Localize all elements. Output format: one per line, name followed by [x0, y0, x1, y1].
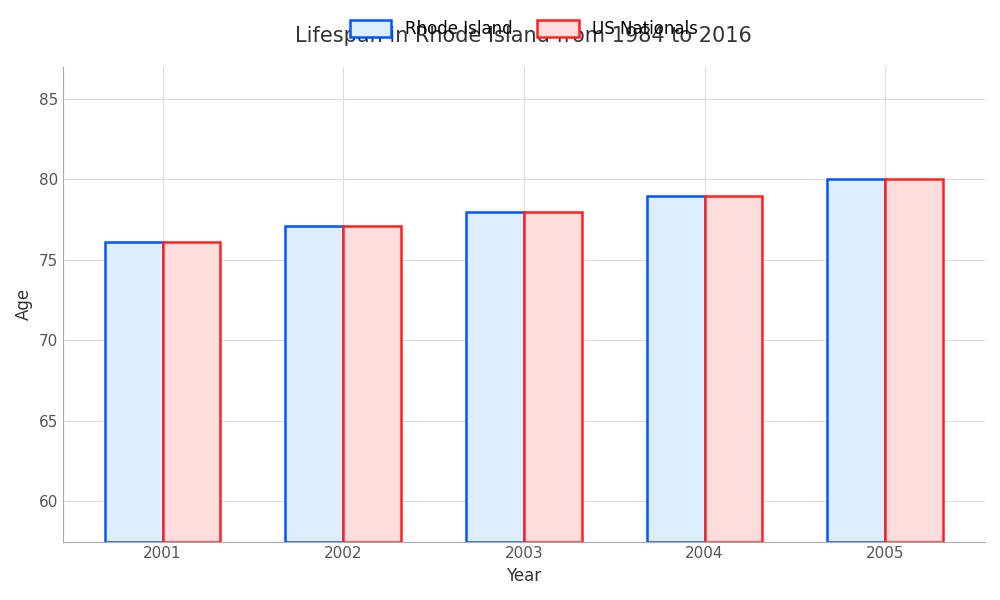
Bar — [466, 212, 524, 542]
Bar — [285, 226, 343, 542]
Bar — [343, 226, 401, 542]
Bar — [827, 179, 885, 542]
Bar — [105, 242, 163, 542]
Bar — [647, 196, 705, 542]
X-axis label: Year: Year — [506, 567, 541, 585]
Title: Lifespan in Rhode Island from 1984 to 2016: Lifespan in Rhode Island from 1984 to 20… — [295, 26, 752, 46]
Bar — [524, 212, 582, 542]
Bar — [163, 242, 220, 542]
Legend: Rhode Island, US Nationals: Rhode Island, US Nationals — [343, 13, 705, 45]
Bar — [885, 179, 943, 542]
Bar — [705, 196, 762, 542]
Y-axis label: Age: Age — [15, 288, 33, 320]
